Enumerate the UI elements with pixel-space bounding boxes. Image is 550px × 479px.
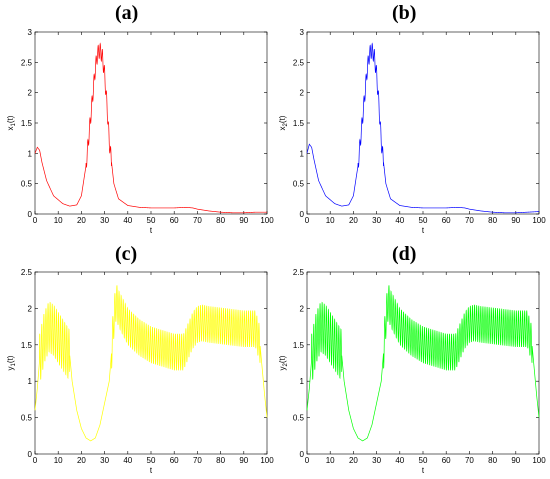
x-tick-label-c-7: 70 [193, 456, 202, 465]
y-tick-label-c-3: 1.5 [21, 341, 33, 350]
y-tick-label-a-5: 2.5 [21, 58, 33, 67]
x-tick-label-c-6: 60 [170, 456, 179, 465]
x-tick-label-b-10: 100 [532, 216, 546, 225]
x-tick-label-a-2: 20 [77, 216, 86, 225]
x-tick-label-a-8: 80 [216, 216, 225, 225]
x-tick-label-b-8: 80 [488, 216, 497, 225]
y-tick-label-d-5: 2.5 [293, 268, 305, 277]
panel-label-b: (b) [392, 2, 417, 24]
x-tick-label-a-9: 90 [239, 216, 248, 225]
x-tick-label-c-4: 40 [123, 456, 132, 465]
x-tick-label-b-6: 60 [442, 216, 451, 225]
x-tick-label-c-1: 10 [54, 456, 63, 465]
x-tick-label-d-2: 20 [349, 456, 358, 465]
x-tick-label-c-0: 0 [33, 456, 38, 465]
x-tick-label-d-9: 90 [511, 456, 520, 465]
x-tick-label-b-4: 40 [395, 216, 404, 225]
y-tick-label-c-4: 2 [28, 304, 33, 313]
x-tick-label-b-0: 0 [305, 216, 310, 225]
y-tick-label-d-0: 0 [300, 450, 305, 459]
x-tick-label-a-6: 60 [170, 216, 179, 225]
y-tick-label-a-1: 0.5 [21, 180, 33, 189]
series-line-a [34, 42, 267, 214]
y-tick-label-a-3: 1.5 [21, 119, 33, 128]
series-line-b [306, 42, 540, 214]
y-tick-label-b-4: 2 [300, 89, 305, 98]
x-tick-label-d-0: 0 [305, 456, 310, 465]
x-tick-label-c-9: 90 [239, 456, 248, 465]
y-tick-label-a-0: 0 [28, 210, 33, 219]
x-tick-label-b-7: 70 [465, 216, 474, 225]
x-axis-label-b: t [422, 226, 425, 235]
x-tick-label-b-5: 50 [419, 216, 428, 225]
y-tick-label-b-0: 0 [300, 210, 305, 219]
x-tick-label-d-10: 100 [532, 456, 546, 465]
y-tick-label-b-5: 2.5 [293, 58, 305, 67]
x-tick-label-a-0: 0 [33, 216, 38, 225]
y-tick-label-b-3: 1.5 [293, 119, 305, 128]
panel-label-c: (c) [115, 243, 138, 265]
x-tick-label-d-6: 60 [442, 456, 451, 465]
y-tick-label-b-6: 3 [300, 28, 305, 37]
y-tick-label-a-2: 1 [28, 149, 33, 158]
panel-label-a: (a) [115, 2, 139, 24]
y-tick-label-d-3: 1.5 [293, 341, 305, 350]
x-tick-label-d-4: 40 [395, 456, 404, 465]
x-tick-label-d-5: 50 [419, 456, 428, 465]
x-tick-label-a-10: 100 [260, 216, 274, 225]
series-line-c [34, 285, 268, 442]
y-axis-label-a: x1(t) [6, 115, 17, 130]
plot-frame-a [34, 31, 268, 215]
x-tick-label-c-8: 80 [216, 456, 225, 465]
x-tick-label-d-8: 80 [488, 456, 497, 465]
x-tick-label-d-1: 10 [326, 456, 335, 465]
y-tick-label-a-4: 2 [28, 89, 33, 98]
x-tick-label-a-7: 70 [193, 216, 202, 225]
panel-d: 0 10 20 30 40 50 60 70 80 90 100 0 0.5 1 1.5 2 2.5 t y2(t) [278, 268, 546, 475]
x-tick-label-a-3: 30 [100, 216, 109, 225]
panel-b: 0 10 20 30 40 50 60 70 80 90 100 0 0.5 1 1.5 2 2.5 3 t x2(t… [278, 28, 546, 235]
x-tick-label-c-3: 30 [100, 456, 109, 465]
x-tick-label-b-2: 20 [349, 216, 358, 225]
x-tick-label-b-3: 30 [372, 216, 381, 225]
plot-frame-b [306, 31, 540, 215]
y-tick-label-c-2: 1 [28, 377, 33, 386]
y-tick-label-d-2: 1 [300, 377, 305, 386]
x-tick-label-d-3: 30 [372, 456, 381, 465]
x-tick-label-c-5: 50 [147, 456, 156, 465]
series-line-d [306, 285, 540, 442]
x-axis-label-a: t [150, 226, 153, 235]
x-tick-label-a-1: 10 [54, 216, 63, 225]
y-tick-label-c-0: 0 [28, 450, 33, 459]
y-tick-label-d-4: 2 [300, 304, 305, 313]
y-tick-label-b-2: 1 [300, 149, 305, 158]
x-tick-label-c-10: 100 [260, 456, 274, 465]
y-tick-label-c-5: 2.5 [21, 268, 33, 277]
y-tick-label-d-1: 0.5 [293, 414, 305, 423]
y-axis-label-d: y2(t) [278, 355, 289, 370]
y-axis-label-b: x2(t) [278, 115, 289, 130]
x-axis-label-d: t [422, 466, 425, 475]
x-tick-label-d-7: 70 [465, 456, 474, 465]
panel-c: 0 10 20 30 40 50 60 70 80 90 100 0 0.5 1 1.5 2 2.5 t y1(t) [6, 268, 274, 475]
panel-a: 0 10 20 30 40 50 60 70 80 90 100 0 0.5 1 1.5 2 2.5 3 t x1(t… [6, 28, 274, 235]
y-axis-label-c: y1(t) [6, 355, 17, 370]
x-tick-label-b-9: 90 [511, 216, 520, 225]
y-tick-label-a-6: 3 [28, 28, 33, 37]
x-tick-label-a-5: 50 [147, 216, 156, 225]
panel-label-d: (d) [392, 243, 417, 265]
x-tick-label-c-2: 20 [77, 456, 86, 465]
x-axis-label-c: t [150, 466, 153, 475]
x-tick-label-a-4: 40 [123, 216, 132, 225]
y-tick-label-c-1: 0.5 [21, 414, 33, 423]
x-tick-label-b-1: 10 [326, 216, 335, 225]
y-tick-label-b-1: 0.5 [293, 180, 305, 189]
